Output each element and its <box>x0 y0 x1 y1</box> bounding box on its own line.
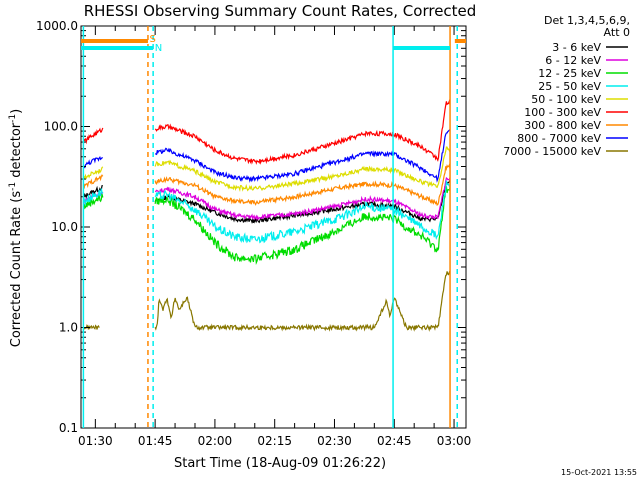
series-line <box>154 186 451 265</box>
legend-label: 100 - 300 keV <box>524 106 601 119</box>
plot-area <box>80 25 467 429</box>
legend-title: Det 1,3,4,5,6,9, <box>544 14 630 27</box>
x-tick-label: 02:45 <box>377 434 412 448</box>
y-tick-label: 1.0 <box>59 321 78 335</box>
series-line <box>154 163 451 206</box>
y-tick-label: 1000.0 <box>36 19 78 33</box>
x-tick-label: 01:45 <box>138 434 173 448</box>
series-line <box>154 99 451 165</box>
y-axis-ticks: 0.1 1.0 10.0 100.0 1000.0 <box>36 19 466 435</box>
legend-label: 50 - 100 keV <box>531 93 601 106</box>
series-line <box>154 270 451 332</box>
series-line <box>154 128 451 183</box>
series-line <box>154 176 451 222</box>
legend-label: 300 - 800 keV <box>524 119 601 132</box>
series-line <box>154 180 451 244</box>
chart-title: RHESSI Observing Summary Count Rates, Co… <box>84 2 477 20</box>
y-axis-label: Corrected Count Rate (s-1 detector-1) <box>8 109 24 347</box>
x-axis-label: Start Time (18-Aug-09 01:26:22) <box>174 456 386 471</box>
legend-label: 6 - 12 keV <box>545 54 601 67</box>
series-line <box>82 166 104 181</box>
series-line <box>82 156 103 169</box>
x-tick-label: 01:30 <box>78 434 113 448</box>
series-line <box>82 188 104 207</box>
x-axis-ticks: 01:30 01:45 02:00 02:15 02:30 02:45 03:00 <box>78 26 471 448</box>
series-line <box>82 193 104 210</box>
legend-label: 3 - 6 keV <box>552 41 601 54</box>
legend-label: 12 - 25 keV <box>538 67 601 80</box>
legend-title: Att 0 <box>604 26 630 39</box>
y-tick-label: 10.0 <box>51 220 78 234</box>
legend-label: 800 - 7000 keV <box>517 132 601 145</box>
saa-marker-label: S <box>150 34 156 45</box>
plot-frame <box>80 25 467 429</box>
night-marker-label: N <box>155 43 162 54</box>
legend-label: 25 - 50 keV <box>538 80 601 93</box>
x-tick-label: 02:30 <box>317 434 352 448</box>
y-tick-label: 0.1 <box>59 421 78 435</box>
series-line <box>82 174 104 189</box>
x-tick-label: 03:00 <box>437 434 472 448</box>
overlay-lines: SN <box>81 26 466 428</box>
x-tick-label: 02:00 <box>198 434 233 448</box>
x-tick-label: 02:15 <box>257 434 292 448</box>
series-line <box>154 146 451 192</box>
y-tick-label: 100.0 <box>44 120 78 134</box>
legend-label: 7000 - 15000 keV <box>503 145 601 158</box>
series-line <box>82 127 104 145</box>
timestamp: 15-Oct-2021 13:55 <box>561 468 637 477</box>
